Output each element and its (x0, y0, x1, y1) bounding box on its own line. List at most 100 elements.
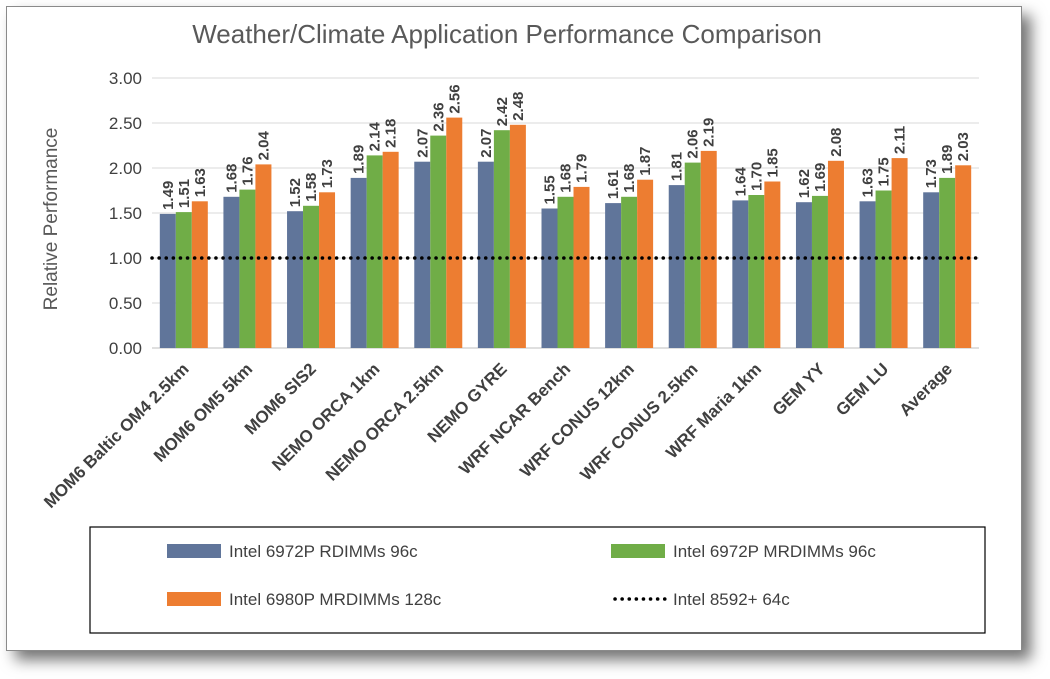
data-label: 1.52 (287, 178, 304, 207)
bar (319, 192, 336, 348)
x-tick-label: WRF NCAR Bench (455, 359, 574, 478)
x-tick-label: GEM LU (832, 359, 892, 419)
bar-chart: Weather/Climate Application Performance … (40, 19, 986, 634)
data-label: 2.56 (446, 84, 463, 113)
bar (493, 130, 510, 348)
data-label: 2.07 (414, 128, 431, 157)
legend: Intel 6972P RDIMMs 96c Intel 6972P MRDIMM… (89, 526, 986, 634)
bar (446, 117, 463, 348)
x-tick-label: NEMO ORCA 2.5km (322, 359, 447, 484)
data-label: 1.61 (605, 170, 622, 199)
data-label: 1.63 (192, 168, 209, 197)
bar (303, 205, 320, 348)
data-label: 1.62 (796, 169, 813, 198)
data-label: 1.51 (176, 179, 193, 208)
data-label: 1.75 (876, 157, 893, 186)
bar (605, 203, 622, 348)
y-tick-label: 3.00 (109, 69, 142, 88)
data-label: 1.68 (223, 164, 240, 193)
data-labels: 1.49 1.68 1.52 1.89 2.07 2.07 1.55 1.61 1.81 1.64… (160, 84, 972, 210)
data-label: 1.68 (558, 164, 575, 193)
data-label: 2.48 (510, 92, 527, 121)
data-label: 1.89 (351, 145, 368, 174)
y-tick-label: 2.50 (109, 114, 142, 133)
bar (827, 160, 844, 348)
bar (541, 208, 558, 348)
bar (509, 124, 526, 348)
bar (430, 135, 447, 348)
chart-title: Weather/Climate Application Performance … (192, 19, 822, 49)
data-label: 1.55 (542, 175, 559, 204)
data-label: 2.18 (383, 119, 400, 148)
bar (732, 200, 749, 348)
bar (748, 195, 765, 348)
x-tick-label: WRF CONUS 12km (516, 359, 638, 481)
chart-frame: Weather/Climate Application Performance … (6, 6, 1022, 651)
data-label: 1.79 (574, 154, 591, 183)
y-axis-ticks: 0.00 0.50 1.00 1.50 2.00 2.50 3.00 (109, 69, 142, 358)
legend-swatch (167, 592, 221, 606)
bar (350, 177, 367, 348)
y-tick-label: 1.00 (109, 249, 142, 268)
bar (859, 201, 876, 348)
bar (923, 192, 940, 348)
data-label: 1.76 (239, 156, 256, 185)
data-label: 2.36 (430, 102, 447, 131)
x-tick-label: GEM YY (769, 359, 829, 419)
bar (891, 158, 908, 348)
legend-swatch (611, 544, 665, 558)
bar (175, 212, 192, 348)
x-tick-label: Average (896, 359, 956, 419)
y-tick-label: 0.00 (109, 339, 142, 358)
legend-box (89, 526, 986, 634)
y-tick-label: 2.00 (109, 159, 142, 178)
data-label: 1.49 (160, 181, 177, 210)
data-label: 1.73 (923, 159, 940, 188)
bar (668, 185, 685, 348)
data-label: 2.11 (892, 126, 909, 154)
bar (223, 196, 240, 348)
bar (557, 196, 574, 348)
bar (939, 177, 956, 348)
data-label: 2.03 (955, 132, 972, 161)
bar (955, 165, 972, 348)
data-label: 1.73 (319, 159, 336, 188)
data-label: 2.07 (478, 128, 495, 157)
bar (700, 150, 717, 348)
data-label: 1.58 (303, 173, 320, 202)
data-label: 2.19 (701, 118, 718, 147)
data-label: 1.64 (732, 167, 749, 197)
data-label: 2.14 (367, 122, 384, 152)
bar (287, 211, 304, 348)
x-tick-label: NEMO ORCA 1km (268, 359, 383, 474)
bar (621, 196, 638, 348)
data-label: 1.85 (764, 148, 781, 177)
y-axis-label: Relative Performance (41, 128, 62, 311)
data-label: 2.42 (494, 97, 511, 126)
bar (795, 202, 812, 348)
data-label: 1.81 (669, 152, 686, 181)
data-label: 2.04 (255, 131, 272, 161)
data-label: 1.68 (621, 164, 638, 193)
bar (684, 162, 701, 348)
data-label: 1.63 (860, 168, 877, 197)
data-label: 1.87 (637, 146, 654, 175)
bar (255, 164, 272, 348)
legend-label: Intel 8592+ 64c (673, 590, 790, 609)
bar (875, 190, 892, 348)
bar (159, 213, 176, 348)
legend-label: Intel 6972P RDIMMs 96c (229, 542, 418, 561)
y-tick-label: 0.50 (109, 294, 142, 313)
bar (414, 161, 431, 348)
legend-label: Intel 6972P MRDIMMs 96c (673, 542, 876, 561)
data-label: 2.06 (685, 129, 702, 158)
data-label: 1.89 (939, 145, 956, 174)
y-tick-label: 1.50 (109, 204, 142, 223)
x-tick-label: WRF CONUS 2.5km (577, 359, 702, 484)
data-label: 1.70 (748, 162, 765, 191)
bar (382, 151, 399, 348)
bar (477, 161, 494, 348)
bar-series (159, 117, 972, 348)
data-label: 1.69 (812, 163, 829, 192)
